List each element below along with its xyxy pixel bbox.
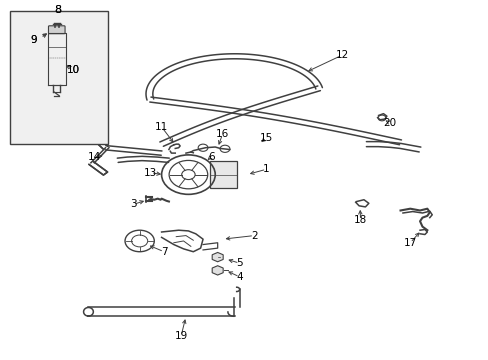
Text: 1: 1 xyxy=(263,164,269,174)
Text: 6: 6 xyxy=(207,152,214,162)
Text: 5: 5 xyxy=(236,258,243,268)
Text: 8: 8 xyxy=(55,5,61,15)
Text: 18: 18 xyxy=(353,215,366,225)
Text: 20: 20 xyxy=(382,118,395,128)
FancyBboxPatch shape xyxy=(48,26,65,34)
Text: 2: 2 xyxy=(250,231,257,240)
Text: 7: 7 xyxy=(161,247,167,257)
Text: 11: 11 xyxy=(155,122,168,132)
Text: 14: 14 xyxy=(87,152,101,162)
Text: 9: 9 xyxy=(30,35,37,45)
Text: 16: 16 xyxy=(216,129,229,139)
Text: 15: 15 xyxy=(259,133,272,143)
Text: 10: 10 xyxy=(67,64,80,75)
Text: 13: 13 xyxy=(144,168,157,178)
Text: 3: 3 xyxy=(130,199,136,210)
Text: 10: 10 xyxy=(67,64,80,75)
Text: 4: 4 xyxy=(236,272,243,282)
Bar xyxy=(10,12,108,144)
Text: 9: 9 xyxy=(30,35,37,45)
Text: 12: 12 xyxy=(335,50,348,60)
Text: 8: 8 xyxy=(55,5,61,15)
Text: 19: 19 xyxy=(174,331,187,341)
Text: 17: 17 xyxy=(403,238,416,248)
Bar xyxy=(209,161,236,188)
